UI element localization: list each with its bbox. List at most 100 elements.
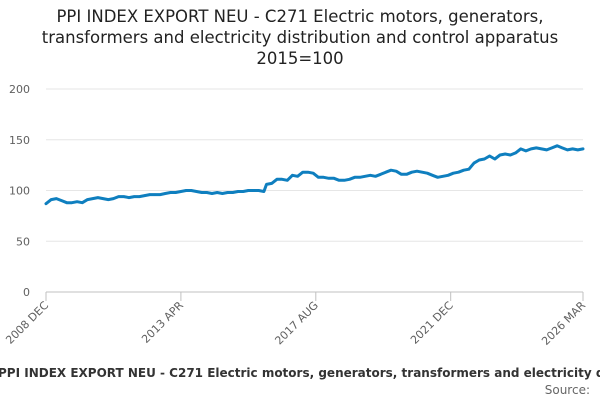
y-tick-label: 200 bbox=[9, 83, 30, 96]
data-point bbox=[301, 171, 304, 174]
data-point bbox=[143, 194, 146, 197]
data-point bbox=[50, 198, 53, 201]
data-point bbox=[247, 189, 250, 192]
data-point bbox=[457, 171, 460, 174]
data-point bbox=[112, 197, 115, 200]
data-point bbox=[60, 199, 63, 202]
data-point bbox=[195, 190, 198, 193]
data-point bbox=[576, 148, 579, 152]
data-point bbox=[75, 200, 79, 203]
data-point bbox=[498, 153, 502, 157]
data-point bbox=[509, 153, 512, 157]
data-point bbox=[400, 173, 403, 176]
data-point bbox=[389, 169, 393, 172]
data-point bbox=[317, 176, 320, 179]
data-point bbox=[540, 147, 543, 151]
x-tick-label: 2017 AUG bbox=[272, 299, 321, 348]
data-point bbox=[210, 192, 214, 195]
data-point bbox=[550, 146, 554, 150]
data-point bbox=[296, 175, 299, 178]
data-point bbox=[101, 197, 105, 200]
data-point bbox=[571, 147, 574, 151]
data-point bbox=[343, 179, 346, 182]
x-tick-label: 2013 APR bbox=[139, 299, 186, 346]
data-point bbox=[226, 191, 229, 194]
data-point bbox=[504, 152, 507, 156]
data-point bbox=[70, 201, 74, 204]
data-point bbox=[257, 189, 260, 192]
data-point bbox=[205, 191, 208, 194]
data-point bbox=[265, 183, 268, 186]
y-tick-label: 0 bbox=[23, 286, 30, 299]
data-point bbox=[107, 198, 110, 201]
data-point bbox=[312, 172, 315, 175]
data-point bbox=[164, 192, 167, 195]
y-tick-label: 50 bbox=[16, 235, 30, 248]
data-point bbox=[519, 147, 522, 151]
x-axis: 2008 DEC 2013 APR 2017 AUG 2021 DEC 2026 MAR bbox=[3, 292, 588, 348]
data-point bbox=[122, 195, 126, 198]
legend-item-label[interactable]: PPI INDEX EXPORT NEU - C271 Electric mot… bbox=[0, 366, 600, 380]
data-point bbox=[555, 144, 559, 147]
data-point bbox=[270, 182, 273, 185]
data-point bbox=[452, 172, 455, 175]
series-layer bbox=[44, 144, 585, 206]
data-point bbox=[431, 174, 434, 177]
data-point bbox=[581, 147, 585, 151]
data-point bbox=[514, 151, 517, 155]
data-point bbox=[262, 190, 266, 193]
y-tick-label: 100 bbox=[9, 185, 30, 198]
data-point bbox=[275, 178, 279, 181]
data-point bbox=[472, 161, 476, 165]
data-point bbox=[410, 171, 413, 174]
source-credit: Source: bbox=[544, 383, 590, 397]
data-point bbox=[280, 178, 284, 181]
data-point bbox=[483, 157, 486, 161]
data-point bbox=[65, 201, 69, 204]
data-point bbox=[286, 179, 289, 182]
data-point bbox=[421, 171, 424, 174]
data-point bbox=[384, 171, 387, 174]
y-tick-label: 150 bbox=[9, 134, 30, 147]
data-point bbox=[535, 146, 538, 150]
data-point bbox=[322, 176, 325, 179]
data-point bbox=[358, 176, 362, 179]
data-point bbox=[369, 174, 372, 177]
data-point bbox=[291, 174, 294, 177]
data-point bbox=[529, 147, 533, 151]
x-tick-label: 2008 DEC bbox=[3, 299, 51, 347]
data-point bbox=[236, 190, 240, 193]
x-tick-label: 2026 MAR bbox=[539, 299, 588, 348]
data-point bbox=[337, 179, 341, 182]
data-point bbox=[117, 195, 120, 198]
data-point bbox=[566, 148, 569, 152]
data-point bbox=[374, 175, 377, 178]
data-point bbox=[441, 175, 445, 178]
data-point bbox=[200, 191, 203, 194]
data-point bbox=[327, 177, 330, 180]
data-point bbox=[306, 171, 310, 174]
data-point bbox=[493, 157, 496, 161]
data-point bbox=[446, 174, 450, 177]
y-axis: 0 50 100 150 200 bbox=[9, 83, 30, 299]
data-point bbox=[221, 192, 224, 195]
data-point bbox=[153, 193, 157, 196]
data-point bbox=[179, 190, 183, 193]
data-point bbox=[467, 168, 471, 171]
data-point bbox=[133, 195, 136, 198]
data-point bbox=[148, 193, 151, 196]
legend[interactable]: PPI INDEX EXPORT NEU - C271 Electric mot… bbox=[0, 366, 600, 380]
data-point bbox=[91, 197, 94, 200]
data-point bbox=[426, 172, 429, 175]
data-point bbox=[44, 202, 48, 205]
data-point bbox=[55, 197, 58, 200]
data-point bbox=[478, 158, 481, 162]
data-point bbox=[332, 177, 336, 180]
data-point bbox=[96, 196, 100, 199]
data-point bbox=[86, 198, 89, 201]
data-point bbox=[379, 173, 382, 176]
data-point bbox=[436, 176, 439, 179]
data-point bbox=[353, 176, 356, 179]
data-point bbox=[395, 170, 398, 173]
